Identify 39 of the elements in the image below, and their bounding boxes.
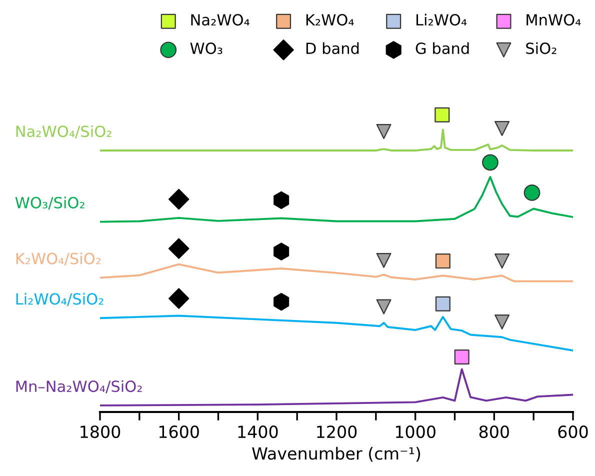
series-label: Li₂WO₄/SiO₂ — [16, 292, 104, 306]
series-label: Mn–Na₂WO₄/SiO₂ — [16, 380, 142, 394]
series-label: K₂WO₄/SiO₂ — [16, 252, 101, 266]
point — [274, 292, 290, 311]
point — [376, 252, 392, 268]
point — [168, 238, 190, 259]
series-label: WO₃/SiO₂ — [15, 196, 84, 210]
legend-label: Li₂WO₄ — [416, 14, 467, 26]
x-tick-label: 1200 — [317, 425, 357, 438]
point — [274, 242, 290, 260]
legend-label: D band — [306, 42, 359, 54]
point — [494, 254, 510, 269]
point — [168, 288, 190, 309]
point — [494, 121, 510, 136]
x-tick-label: 1000 — [396, 425, 436, 438]
point — [524, 184, 540, 201]
x-tick-label: 1800 — [80, 425, 120, 438]
legend-label: G band — [416, 42, 469, 54]
legend-label: K₂WO₄ — [306, 14, 354, 26]
x-tick-label: 600 — [558, 425, 588, 438]
point — [376, 124, 392, 139]
x-tick-label: 800 — [479, 425, 509, 438]
point — [434, 107, 450, 122]
point — [435, 254, 450, 269]
legend-label: SiO₂ — [526, 42, 556, 54]
x-axis-title: Wavenumber (cm⁻¹) — [252, 446, 420, 462]
point — [435, 296, 450, 312]
point — [494, 314, 510, 330]
point — [274, 191, 290, 210]
series-label: Na₂WO₄/SiO₂ — [16, 125, 112, 138]
point — [376, 299, 392, 314]
point — [482, 154, 498, 171]
legend-label: WO₃ — [190, 42, 222, 54]
legend-label: Na₂WO₄ — [191, 14, 250, 26]
point — [454, 350, 470, 365]
x-tick-label: 1400 — [238, 425, 278, 438]
x-tick-label: 1600 — [159, 425, 199, 438]
legend-label: MnWO₄ — [526, 14, 581, 26]
point — [168, 188, 190, 210]
